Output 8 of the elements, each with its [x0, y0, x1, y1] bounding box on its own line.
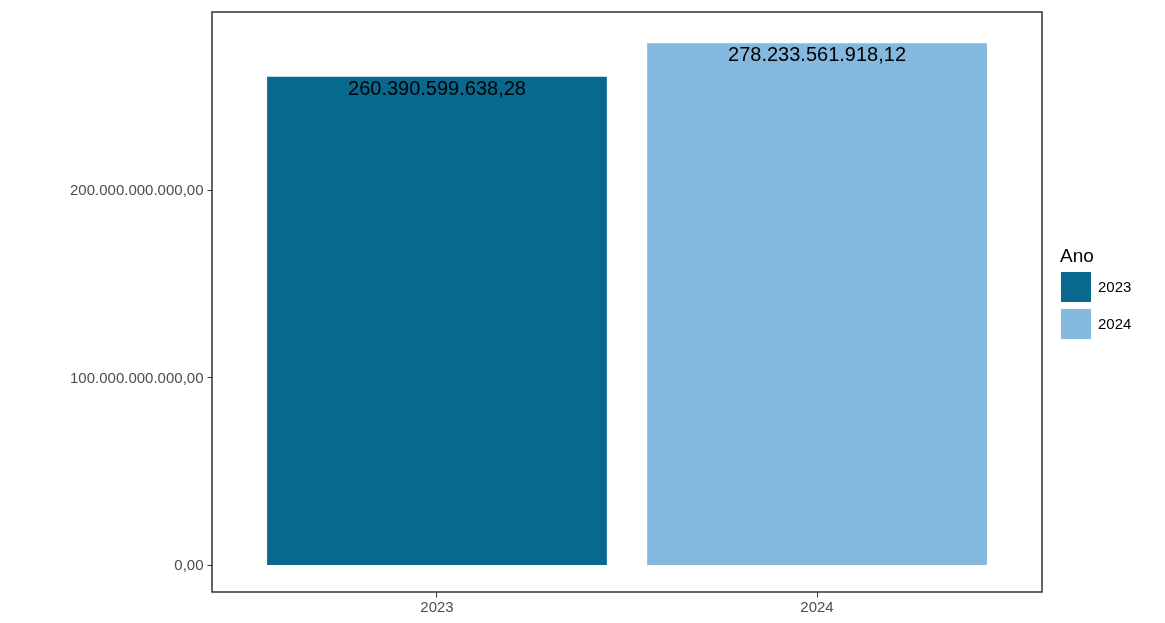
legend-label: 2024 — [1098, 315, 1132, 332]
y-tick-label: 200.000.000.000,00 — [70, 181, 204, 199]
data-label: 278.233.561.918,12 — [728, 43, 906, 66]
data-label: 260.390.599.638,28 — [348, 76, 526, 99]
y-tick-label: 0,00 — [174, 556, 204, 574]
legend-label: 2023 — [1098, 278, 1132, 295]
legend-title: Ano — [1060, 245, 1094, 266]
y-tick-label: 100.000.000.000,00 — [70, 368, 204, 386]
